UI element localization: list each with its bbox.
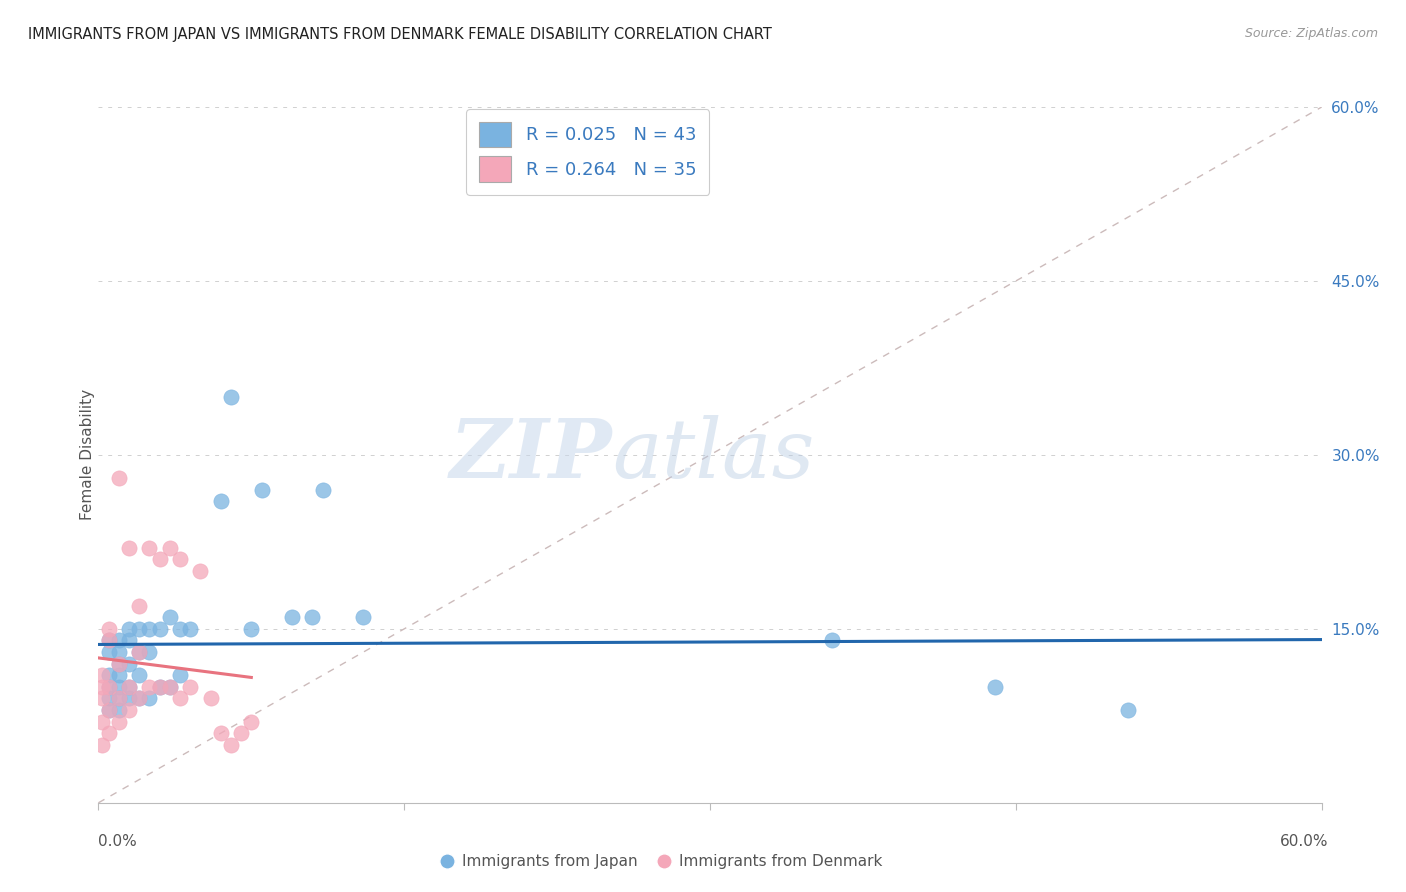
Point — [1116, 703, 1139, 717]
Legend: Immigrants from Japan, Immigrants from Denmark: Immigrants from Japan, Immigrants from D… — [433, 848, 889, 875]
Point — [91, 691, 114, 706]
Point — [179, 622, 201, 636]
Point — [91, 680, 114, 694]
Point — [169, 622, 191, 636]
Point — [108, 680, 131, 694]
Point — [97, 645, 120, 659]
Point — [128, 668, 150, 682]
Point — [128, 622, 150, 636]
Point — [108, 691, 131, 706]
Text: ZIP: ZIP — [450, 415, 612, 495]
Point — [97, 703, 120, 717]
Point — [159, 610, 181, 624]
Point — [97, 726, 120, 740]
Text: 0.0%: 0.0% — [98, 834, 138, 849]
Point — [219, 738, 242, 752]
Point — [821, 633, 844, 648]
Point — [138, 645, 160, 659]
Point — [128, 645, 150, 659]
Point — [301, 610, 323, 624]
Point — [128, 645, 150, 659]
Y-axis label: Female Disability: Female Disability — [80, 389, 94, 521]
Point — [108, 703, 131, 717]
Point — [108, 657, 131, 671]
Point — [219, 390, 242, 404]
Point — [984, 680, 1007, 694]
Point — [149, 622, 172, 636]
Legend: R = 0.025   N = 43, R = 0.264   N = 35: R = 0.025 N = 43, R = 0.264 N = 35 — [467, 109, 709, 194]
Point — [97, 633, 120, 648]
Point — [118, 541, 141, 555]
Point — [149, 680, 172, 694]
Point — [91, 668, 114, 682]
Point — [250, 483, 273, 497]
Text: 60.0%: 60.0% — [1281, 834, 1329, 849]
Point — [108, 471, 131, 485]
Point — [108, 691, 131, 706]
Point — [169, 668, 191, 682]
Text: IMMIGRANTS FROM JAPAN VS IMMIGRANTS FROM DENMARK FEMALE DISABILITY CORRELATION C: IMMIGRANTS FROM JAPAN VS IMMIGRANTS FROM… — [28, 27, 772, 42]
Point — [200, 691, 222, 706]
Point — [159, 680, 181, 694]
Point — [118, 633, 141, 648]
Point — [138, 680, 160, 694]
Point — [97, 622, 120, 636]
Point — [240, 714, 263, 729]
Point — [169, 691, 191, 706]
Point — [149, 552, 172, 566]
Point — [108, 714, 131, 729]
Point — [209, 726, 232, 740]
Point — [312, 483, 335, 497]
Point — [159, 541, 181, 555]
Point — [108, 645, 131, 659]
Point — [149, 680, 172, 694]
Point — [159, 680, 181, 694]
Point — [97, 703, 120, 717]
Point — [240, 622, 263, 636]
Point — [128, 691, 150, 706]
Point — [118, 680, 141, 694]
Point — [108, 668, 131, 682]
Point — [138, 622, 160, 636]
Point — [118, 657, 141, 671]
Point — [97, 680, 120, 694]
Point — [179, 680, 201, 694]
Point — [108, 633, 131, 648]
Point — [138, 541, 160, 555]
Point — [128, 691, 150, 706]
Point — [169, 552, 191, 566]
Point — [97, 680, 120, 694]
Point — [108, 657, 131, 671]
Point — [118, 703, 141, 717]
Point — [91, 714, 114, 729]
Point — [97, 691, 120, 706]
Point — [188, 564, 212, 578]
Point — [128, 599, 150, 613]
Point — [91, 738, 114, 752]
Text: atlas: atlas — [612, 415, 814, 495]
Point — [352, 610, 374, 624]
Point — [209, 494, 232, 508]
Point — [118, 680, 141, 694]
Text: Source: ZipAtlas.com: Source: ZipAtlas.com — [1244, 27, 1378, 40]
Point — [281, 610, 304, 624]
Point — [118, 691, 141, 706]
Point — [138, 691, 160, 706]
Point — [97, 633, 120, 648]
Point — [97, 668, 120, 682]
Point — [231, 726, 253, 740]
Point — [118, 622, 141, 636]
